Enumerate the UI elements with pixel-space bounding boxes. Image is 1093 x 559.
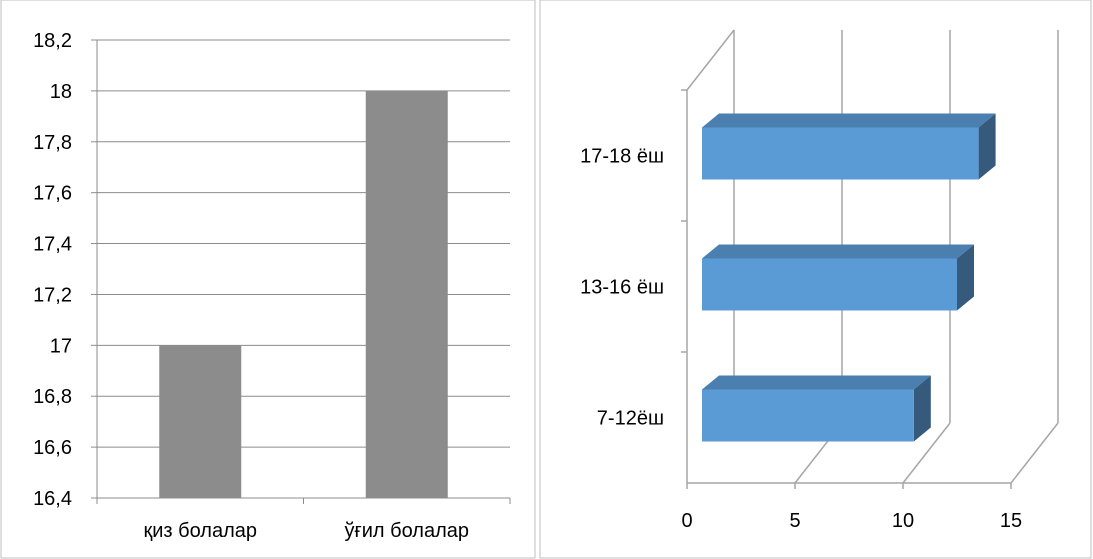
bar-front-face	[702, 258, 957, 311]
right-chart-bars	[702, 113, 996, 442]
left-y-tick-label: 17,2	[33, 284, 72, 306]
left-chart-x-tick-labels: қиз болалар ўғил болалар	[144, 520, 470, 542]
bar-side-face	[978, 113, 996, 180]
left-y-tick-label: 16,6	[33, 437, 72, 459]
left-chart-y-tick-labels: 16,4 16,6 16,8 17 17,2 17,4 17,6 17,8 18 18,2	[33, 30, 72, 510]
right-floor-gridline	[902, 422, 951, 484]
left-x-tick-label: қиз болалар	[144, 520, 258, 542]
left-y-tick-label: 18	[50, 81, 72, 103]
right-x-tick-label: 0	[681, 510, 692, 532]
bar-ugil-bolalar	[365, 90, 448, 498]
bar-top-face	[702, 244, 974, 259]
bar-7-12	[702, 375, 931, 442]
right-chart-category-labels: 7-12ёш 13-16 ёш 17-18 ёш	[580, 146, 664, 430]
left-y-tick-label: 18,2	[33, 30, 72, 52]
right-chart-frame	[539, 0, 1092, 559]
bar-top-face	[702, 375, 931, 390]
left-chart-axes	[91, 39, 511, 504]
left-chart-frame	[0, 0, 536, 559]
bar-side-face	[957, 244, 974, 311]
left-y-tick-label: 16,8	[33, 386, 72, 408]
bar-kiz-bolalar	[159, 345, 242, 498]
right-x-tick-label: 15	[1000, 510, 1022, 532]
left-x-tick-label: ўғил болалар	[344, 520, 469, 542]
bar-17-18	[702, 113, 996, 180]
bar-top-face	[702, 113, 996, 128]
right-chart-x-tick-labels: 0 5 10 15	[681, 510, 1022, 532]
right-floor-gridline	[1010, 422, 1059, 484]
bar-front-face	[702, 127, 979, 180]
left-y-tick-label: 16,4	[33, 488, 72, 510]
right-x-tick-label: 5	[789, 510, 800, 532]
right-category-label: 17-18 ёш	[580, 146, 664, 168]
right-category-label: 13-16 ёш	[580, 277, 664, 299]
left-y-tick-label: 17	[50, 335, 72, 357]
left-y-tick-label: 17,8	[33, 132, 72, 154]
right-chart-3d-walls	[681, 29, 1059, 489]
left-chart-bars	[159, 90, 448, 498]
bar-side-face	[913, 375, 931, 442]
bar-front-face	[702, 389, 914, 442]
left-y-tick-label: 17,4	[33, 234, 72, 256]
right-category-label: 7-12ёш	[597, 408, 664, 430]
right-x-tick-label: 10	[892, 510, 914, 532]
right-side-wall-top-edge	[686, 29, 735, 91]
left-y-tick-label: 17,6	[33, 183, 72, 205]
bar-13-16	[702, 244, 974, 311]
